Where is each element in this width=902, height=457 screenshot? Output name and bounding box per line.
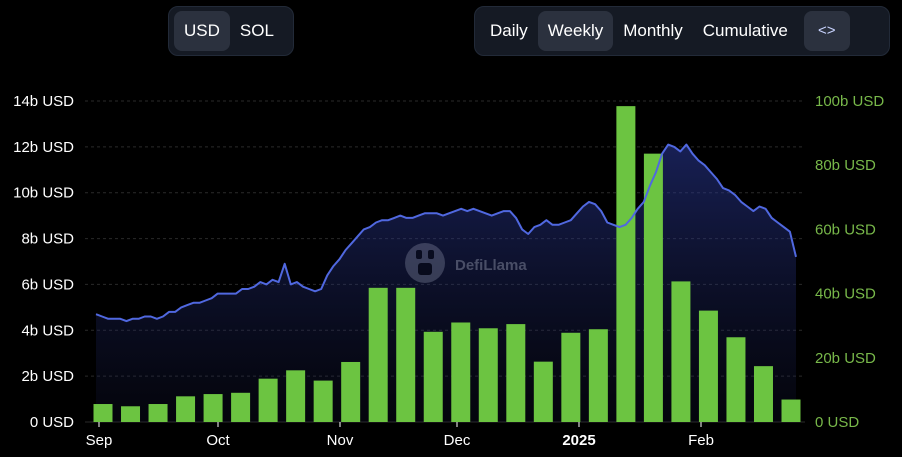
x-axis: Sep Oct Nov Dec 2025 Feb bbox=[86, 422, 714, 449]
period-monthly-button[interactable]: Monthly bbox=[623, 21, 683, 40]
right-axis: 0 USD 20b USD 40b USD 60b USD 80b USD 100b US… bbox=[815, 93, 884, 431]
bar bbox=[506, 324, 526, 422]
right-axis-tick-label: 60b USD bbox=[815, 221, 876, 238]
watermark-text: DefiLlama bbox=[455, 257, 527, 274]
x-axis-tick-label: Nov bbox=[327, 432, 354, 449]
line-area bbox=[96, 144, 796, 422]
watermark: DefiLlama bbox=[405, 243, 527, 283]
left-axis-tick-label: 4b USD bbox=[21, 322, 74, 339]
x-axis-tick-label: Sep bbox=[86, 432, 113, 449]
left-axis-tick-label: 8b USD bbox=[21, 231, 74, 248]
bar bbox=[643, 153, 663, 423]
bar-series bbox=[93, 106, 801, 423]
line-series bbox=[95, 143, 797, 323]
bar bbox=[451, 322, 471, 422]
right-axis-tick-label: 40b USD bbox=[815, 286, 876, 303]
period-cumulative-button[interactable]: Cumulative bbox=[702, 21, 788, 40]
bar bbox=[698, 310, 718, 422]
bar bbox=[396, 287, 416, 422]
left-axis-tick-label: 14b USD bbox=[13, 93, 74, 110]
right-axis-tick-label: 100b USD bbox=[815, 93, 884, 110]
bar bbox=[203, 394, 223, 422]
bar bbox=[561, 332, 581, 422]
left-axis-tick-label: 0 USD bbox=[30, 414, 74, 431]
left-axis-tick-label: 12b USD bbox=[13, 139, 74, 156]
bar bbox=[93, 404, 113, 422]
bar bbox=[286, 370, 306, 422]
line-path bbox=[95, 143, 797, 323]
bar bbox=[368, 287, 388, 422]
bar bbox=[313, 380, 333, 422]
left-axis: 0 USD 2b USD 4b USD 6b USD 8b USD 10b USD 12b … bbox=[13, 93, 74, 431]
line-area-fill bbox=[96, 144, 796, 422]
bar bbox=[726, 337, 746, 422]
x-axis-tick-label: Dec bbox=[444, 432, 471, 449]
right-axis-tick-label: 80b USD bbox=[815, 157, 876, 174]
right-axis-tick-label: 0 USD bbox=[815, 414, 859, 431]
bar bbox=[121, 406, 141, 422]
period-daily-button[interactable]: Daily bbox=[490, 21, 528, 40]
bar bbox=[341, 361, 361, 422]
bar bbox=[588, 329, 608, 422]
x-axis-tick-label: Feb bbox=[688, 432, 714, 449]
bar bbox=[258, 378, 278, 422]
currency-sol-button[interactable]: SOL bbox=[239, 21, 274, 40]
period-toggle: Daily Weekly Monthly Cumulative <> bbox=[474, 6, 890, 56]
left-axis-tick-label: 10b USD bbox=[13, 185, 74, 202]
x-axis-tick-label: Oct bbox=[206, 432, 230, 449]
bar bbox=[781, 399, 801, 422]
bar bbox=[423, 331, 443, 422]
bar bbox=[148, 404, 168, 422]
bar bbox=[671, 281, 691, 422]
bar bbox=[533, 361, 553, 422]
period-weekly-button[interactable]: Weekly bbox=[537, 11, 614, 51]
currency-usd-button[interactable]: USD bbox=[174, 11, 230, 51]
left-axis-tick-label: 6b USD bbox=[21, 276, 74, 293]
right-axis-tick-label: 20b USD bbox=[815, 350, 876, 367]
bar bbox=[753, 366, 773, 422]
bar bbox=[616, 106, 636, 423]
bar bbox=[478, 328, 498, 422]
x-axis-tick-label: 2025 bbox=[562, 432, 595, 449]
llama-logo-icon bbox=[405, 243, 445, 283]
bar bbox=[231, 392, 251, 422]
left-axis-tick-label: 2b USD bbox=[21, 368, 74, 385]
currency-toggle: USD SOL bbox=[168, 6, 294, 56]
bar bbox=[176, 396, 196, 422]
embed-code-button[interactable]: <> bbox=[803, 11, 850, 51]
